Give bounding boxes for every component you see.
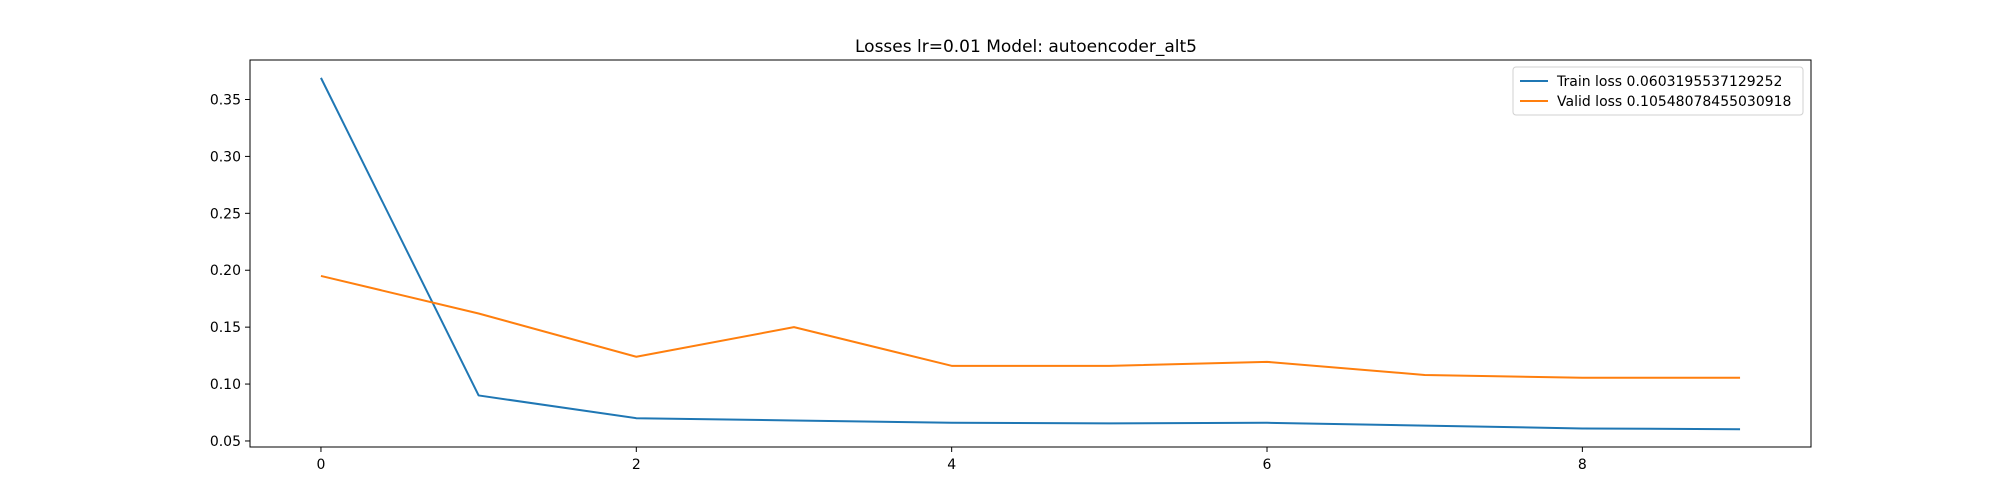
plot-frame [249, 59, 1812, 448]
chart-title: Losses lr=0.01 Model: autoencoder_alt5 [855, 37, 1197, 57]
x-tick-label: 4 [947, 457, 956, 473]
x-tick-label: 6 [1263, 457, 1272, 473]
legend-label-0: Train loss 0.0603195537129252 [1556, 74, 1782, 90]
x-tick-label: 2 [632, 457, 641, 473]
plot-area [320, 77, 1741, 431]
y-tick-label: 0.20 [210, 263, 241, 279]
y-tick-label: 0.10 [210, 377, 241, 393]
axes: 0 2 4 6 8 0.05 0.10 0.15 0.20 0.25 0.30 0.35 [210, 92, 1587, 473]
legend: Train loss 0.0603195537129252 Valid loss … [1512, 66, 1804, 116]
y-tick-label: 0.35 [210, 92, 241, 108]
series-line-1 [320, 274, 1741, 379]
legend-box [1512, 66, 1804, 116]
y-tick-label: 0.25 [210, 206, 241, 222]
series-line-0 [320, 77, 1741, 431]
x-tick-label: 8 [1578, 457, 1587, 473]
x-tick-label: 0 [316, 457, 325, 473]
y-tick-label: 0.30 [210, 149, 241, 165]
y-tick-label: 0.05 [210, 434, 241, 450]
legend-label-1: Valid loss 0.10548078455030918 [1557, 94, 1791, 110]
y-tick-label: 0.15 [210, 320, 241, 336]
